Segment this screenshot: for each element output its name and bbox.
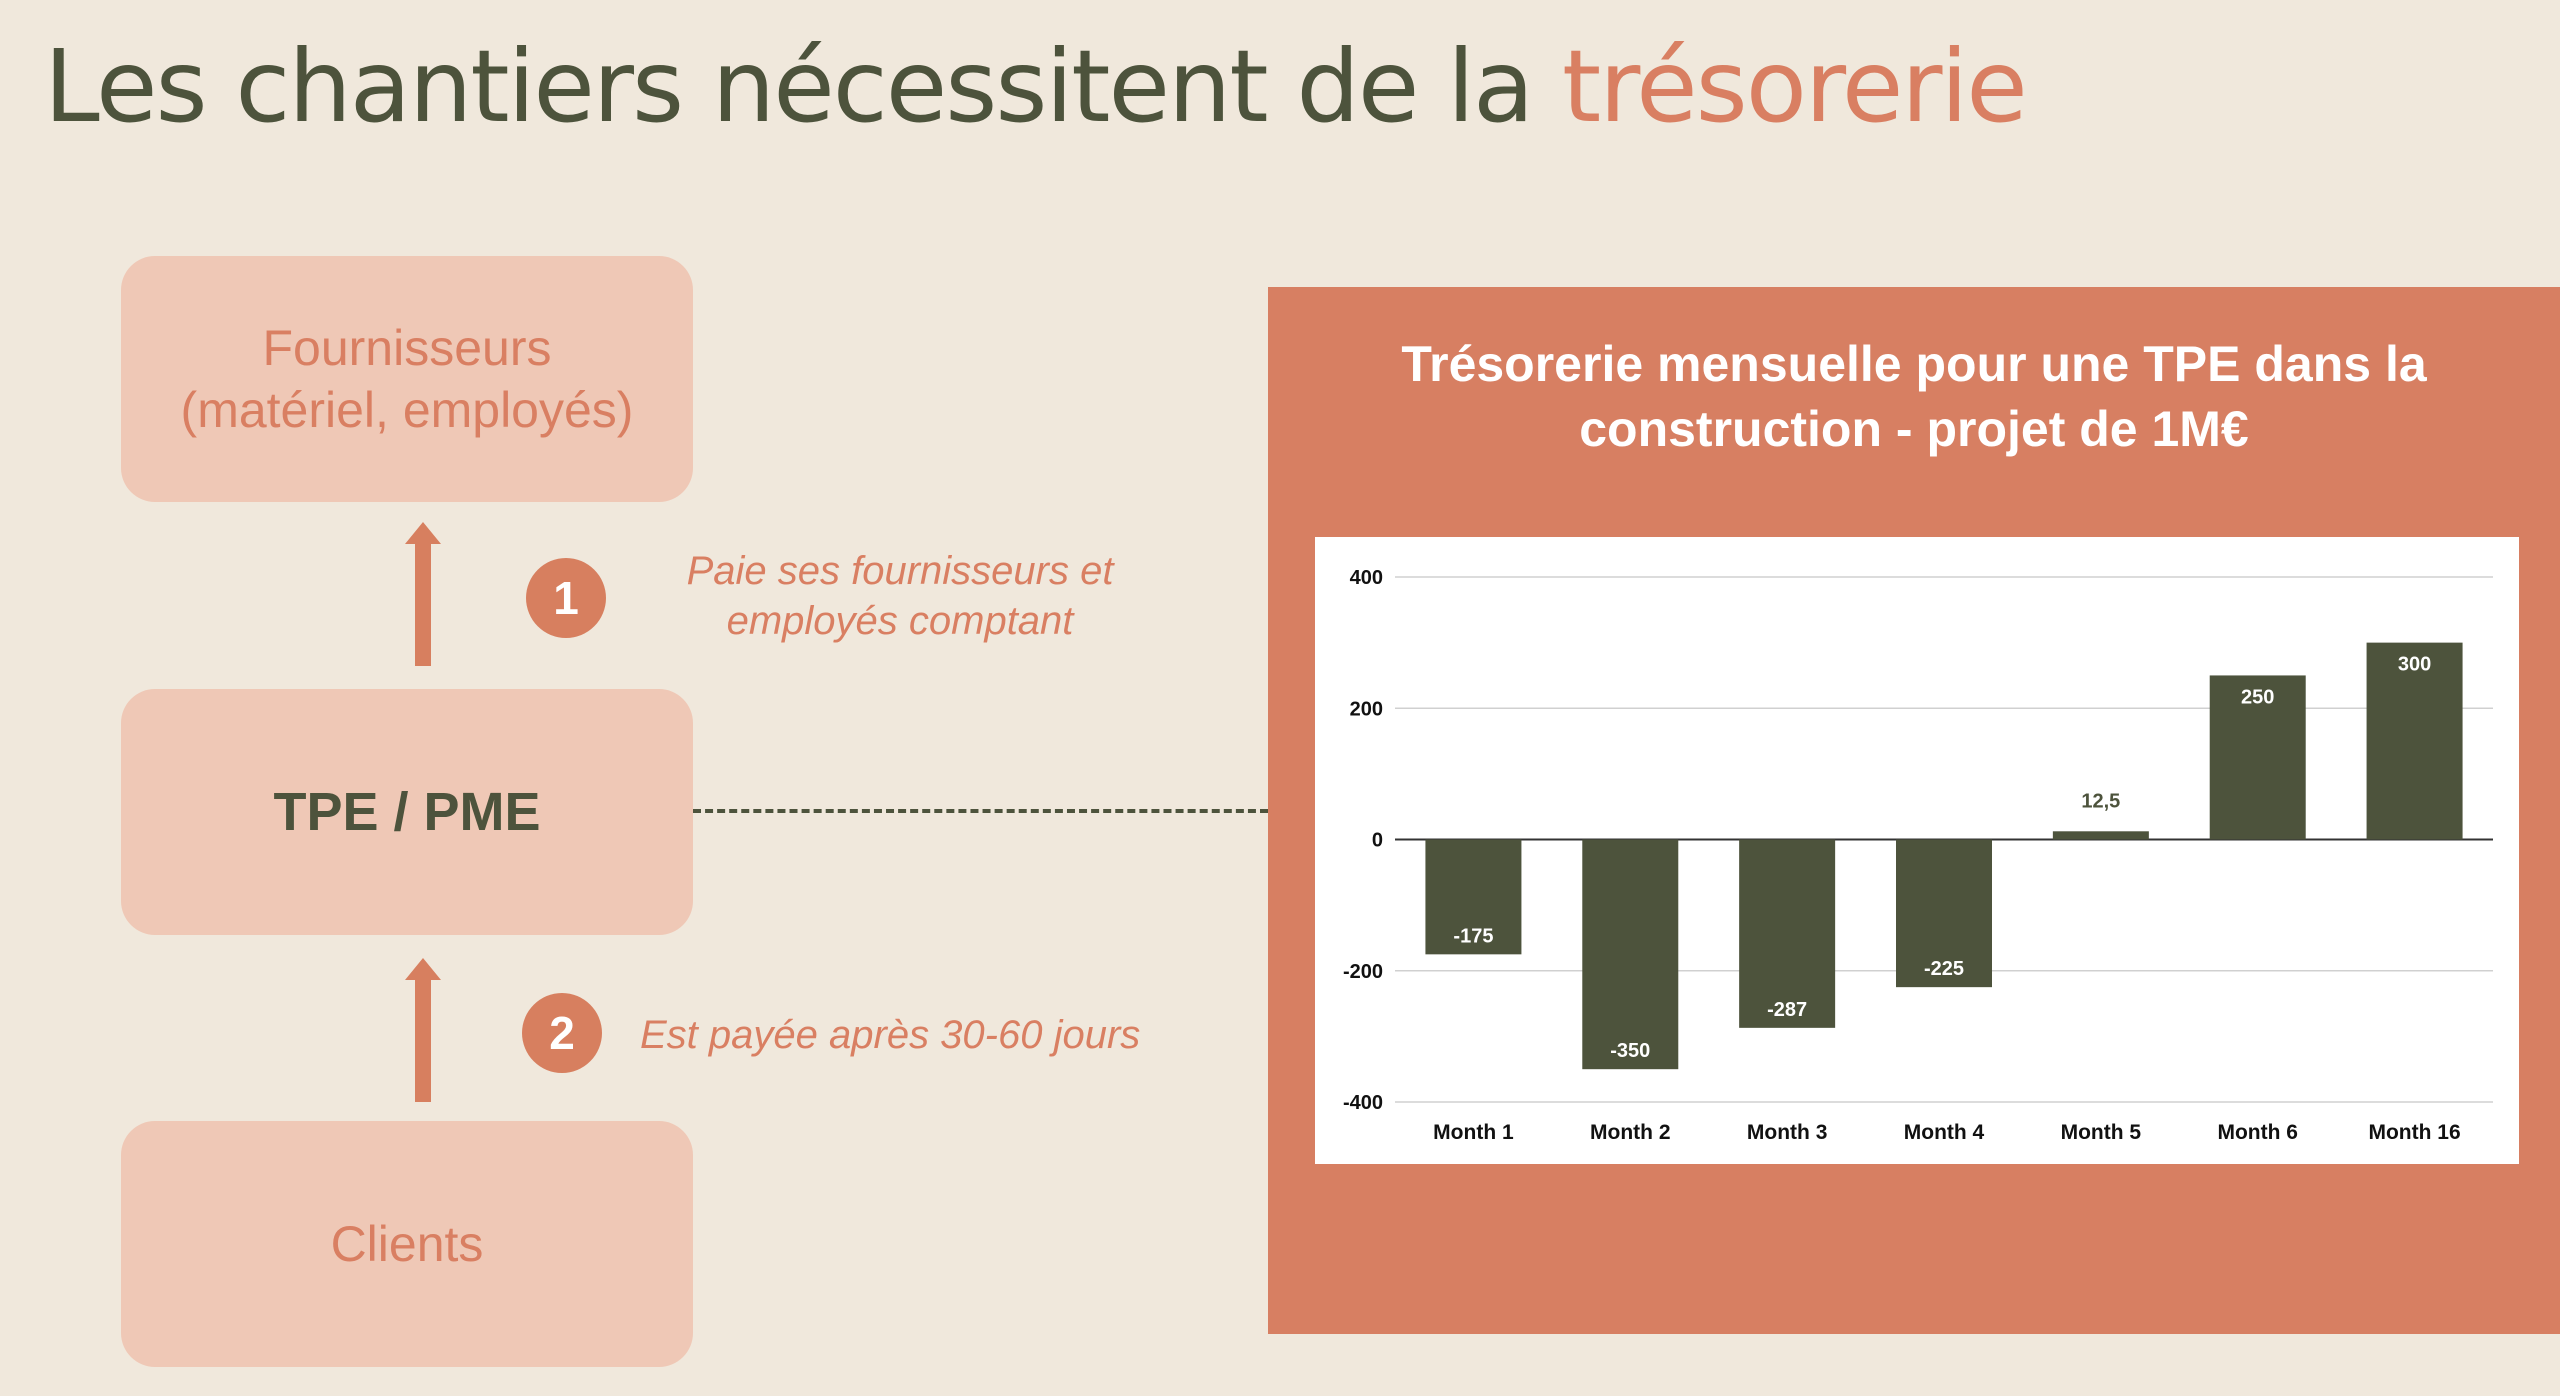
- company-box-label: TPE / PME: [273, 782, 541, 842]
- slide-title-main: Les chantiers nécessitent de la: [44, 28, 1563, 145]
- bar: [2209, 675, 2306, 840]
- bar: [1896, 839, 1992, 988]
- step-1-note: Paie ses fournisseurs et employés compta…: [640, 546, 1160, 646]
- step-1-number: 1: [553, 572, 579, 624]
- x-tick-label: Month 5: [2061, 1121, 2142, 1144]
- chart-title: Trésorerie mensuelle pour une TPE dans l…: [1268, 332, 2560, 462]
- suppliers-box-line2: (matériel, employés): [180, 382, 634, 438]
- arrow-up-icon: [405, 522, 441, 666]
- bar: [1582, 839, 1679, 1070]
- chart-title-line1: Trésorerie mensuelle pour une TPE dans l…: [1401, 336, 2427, 392]
- bar: [1739, 839, 1836, 1028]
- x-tick-label: Month 2: [1590, 1121, 1670, 1144]
- clients-box-label: Clients: [330, 1216, 484, 1272]
- step-1-badge: 1: [526, 558, 606, 638]
- chart-panel: Trésorerie mensuelle pour une TPE dans l…: [1268, 287, 2560, 1334]
- y-tick-label: 200: [1350, 698, 1383, 720]
- bar: [1425, 839, 1522, 955]
- bar-chart: 400 200 0 -200 -400 -175 Month 1 -350 Month 2 -28…: [1343, 567, 2493, 1144]
- data-label: -287: [1767, 999, 1807, 1021]
- step-2-note-text: Est payée après 30-60 jours: [640, 1013, 1141, 1057]
- step-2-number: 2: [549, 1007, 575, 1059]
- clients-box: Clients: [121, 1121, 693, 1367]
- y-tick-label: 0: [1372, 830, 1383, 852]
- data-label: 250: [2241, 686, 2274, 708]
- dashed-connector: [693, 809, 1268, 813]
- x-tick-label: Month 16: [2368, 1121, 2460, 1144]
- slide-title: Les chantiers nécessitent de la trésorer…: [44, 22, 2028, 152]
- x-tick-label: Month 4: [1904, 1121, 1985, 1144]
- suppliers-box-line1: Fournisseurs: [262, 320, 552, 376]
- x-tick-label: Month 1: [1433, 1121, 1514, 1144]
- step-1-note-line2: employés comptant: [726, 599, 1074, 643]
- data-label: -175: [1453, 925, 1493, 947]
- slide-title-accent: trésorerie: [1562, 28, 2028, 145]
- data-label: -350: [1610, 1040, 1650, 1062]
- data-label: -225: [1924, 958, 1964, 980]
- suppliers-box: Fournisseurs (matériel, employés): [121, 256, 693, 502]
- step-2-badge: 2: [522, 993, 602, 1073]
- data-label: 300: [2398, 654, 2431, 676]
- bar: [2366, 642, 2463, 840]
- step-1-note-line1: Paie ses fournisseurs et: [686, 549, 1114, 593]
- arrow-up-icon: [405, 958, 441, 1102]
- x-tick-label: Month 6: [2217, 1121, 2297, 1144]
- chart-title-line2: construction - projet de 1M€: [1579, 401, 2249, 457]
- data-label: 12,5: [2081, 790, 2120, 812]
- x-tick-label: Month 3: [1747, 1121, 1827, 1144]
- bar: [2052, 831, 2149, 840]
- company-box: TPE / PME: [121, 689, 693, 935]
- step-2-note: Est payée après 30-60 jours: [640, 1010, 1140, 1060]
- y-tick-label: 400: [1350, 567, 1383, 589]
- y-tick-label: -400: [1343, 1092, 1383, 1114]
- chart-plot-area: 400 200 0 -200 -400 -175 Month 1 -350 Month 2 -28…: [1315, 537, 2519, 1164]
- y-tick-label: -200: [1343, 961, 1383, 983]
